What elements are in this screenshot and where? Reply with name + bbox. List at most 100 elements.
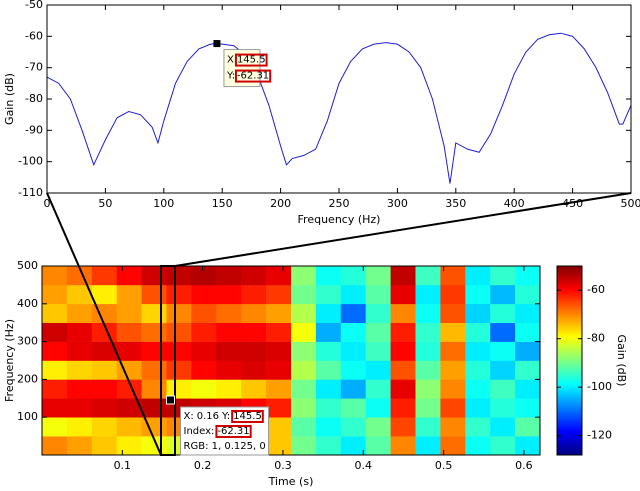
heatmap-cell <box>141 322 167 342</box>
heatmap-cell <box>266 417 292 437</box>
heatmap-cell <box>415 398 441 418</box>
heatmap-cell <box>440 417 466 437</box>
heatmap-cell <box>116 266 142 286</box>
heatmap-cell <box>315 266 342 286</box>
heatmap-cell <box>116 379 142 399</box>
heatmap-cell <box>515 379 541 399</box>
heatmap-cell <box>266 284 292 305</box>
colorbar-label: Gain (dB) <box>615 335 628 387</box>
heatmap-cell <box>91 379 117 399</box>
heatmap-cell <box>515 360 541 380</box>
x-tick-label: 0.4 <box>355 459 373 472</box>
colorbar <box>556 265 583 456</box>
heatmap-cell <box>440 284 466 305</box>
heatmap-cell <box>266 360 292 380</box>
heatmap-cell <box>365 341 391 361</box>
heatmap-cell <box>166 303 192 323</box>
heatmap-cell <box>216 322 242 342</box>
x-tick-label: 400 <box>504 197 525 210</box>
heatmap-cell <box>116 398 142 418</box>
heatmap-cell <box>465 322 491 342</box>
heatmap-cell <box>166 322 192 342</box>
heatmap-cell <box>465 303 491 323</box>
heatmap-cell <box>266 398 292 418</box>
y-tick-label: -110 <box>18 186 43 199</box>
selection-box <box>160 265 176 456</box>
heatmap-cell <box>166 284 192 305</box>
datatip-rgb: RGB: 1, 0.125, 0 <box>184 441 266 452</box>
heatmap-cell <box>390 436 416 456</box>
highlight-box <box>234 53 268 67</box>
heatmap-cell <box>415 303 441 323</box>
heatmap-cell <box>340 360 366 380</box>
heatmap-cell <box>241 379 267 399</box>
heatmap-cell <box>42 341 68 361</box>
heatmap-cell <box>116 284 142 305</box>
x-tick-label: 350 <box>445 197 466 210</box>
heatmap-cell <box>66 417 93 437</box>
heatmap-cell <box>66 398 93 418</box>
heatmap-cell <box>241 360 267 380</box>
heatmap-cell <box>166 341 192 361</box>
x-axis-label: Frequency (Hz) <box>298 213 381 226</box>
heatmap-cell <box>266 379 292 399</box>
heatmap-cell <box>116 417 142 437</box>
heatmap-cell <box>66 322 93 342</box>
heatmap-cell <box>266 436 292 456</box>
heatmap-cell <box>365 303 391 323</box>
y-tick-label: 500 <box>17 259 38 272</box>
heatmap-cell <box>241 303 267 323</box>
heatmap-cell <box>515 417 541 437</box>
heatmap-cell <box>465 284 491 305</box>
heatmap-cell <box>216 360 242 380</box>
highlight-box <box>215 425 252 439</box>
heatmap-cell <box>291 284 317 305</box>
heatmap-cell <box>490 398 516 418</box>
heatmap-cell <box>42 322 68 342</box>
heatmap-cell <box>390 417 416 437</box>
heatmap-cell <box>515 303 541 323</box>
highlight-box <box>231 410 264 424</box>
heatmap-cell <box>42 379 68 399</box>
heatmap-cell <box>191 379 217 399</box>
datatip-x-label: X: <box>227 55 237 66</box>
colorbar-tick-label: -100 <box>587 380 612 393</box>
x-tick-label: 0.2 <box>194 459 212 472</box>
heatmap-cell <box>415 436 441 456</box>
heatmap-cell <box>42 266 68 286</box>
heatmap-cell <box>515 398 541 418</box>
heatmap-cell <box>216 379 242 399</box>
datatip-marker <box>166 395 176 405</box>
heatmap-cell <box>515 436 541 456</box>
y-tick-label: 200 <box>17 372 38 385</box>
x-tick-label: 0.1 <box>114 459 132 472</box>
y-tick-label: -90 <box>25 123 43 136</box>
heatmap-cell <box>216 266 242 286</box>
heatmap-cell <box>340 417 366 437</box>
heatmap-cell <box>141 303 167 323</box>
heatmap-cell <box>291 379 317 399</box>
heatmap-cell <box>490 322 516 342</box>
heatmap-cell <box>465 266 491 286</box>
heatmap-cell <box>340 398 366 418</box>
heatmap-cell <box>66 341 93 361</box>
heatmap-cell <box>415 322 441 342</box>
heatmap-cell <box>390 303 416 323</box>
colorbar-tick-label: -120 <box>587 429 612 442</box>
heatmap-cell <box>390 322 416 342</box>
datatip-y: -62.31 <box>237 71 269 82</box>
heatmap-cell <box>191 360 217 380</box>
heatmap-cell <box>315 436 342 456</box>
heatmap-cell <box>515 341 541 361</box>
heatmap-cell <box>340 322 366 342</box>
heatmap-cell <box>440 379 466 399</box>
zoom-connector <box>174 192 632 267</box>
x-axis-label: Time (s) <box>268 475 314 488</box>
heatmap-cell <box>340 284 366 305</box>
highlight-box <box>234 69 272 83</box>
heatmap-cell <box>116 341 142 361</box>
heatmap-cell <box>440 303 466 323</box>
x-tick-label: 0 <box>44 197 51 210</box>
heatmap-cell <box>490 303 516 323</box>
heatmap-cell <box>490 360 516 380</box>
